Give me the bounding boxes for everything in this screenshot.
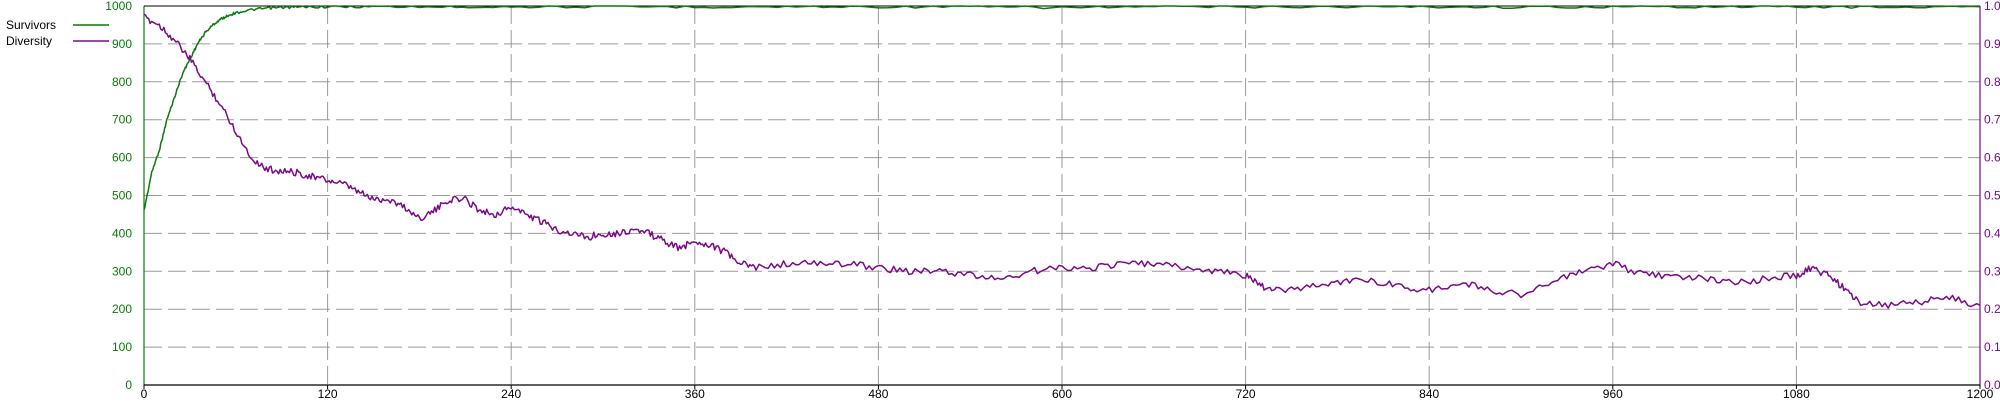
x-tick-label: 960 [1603,387,1623,400]
series-line-survivors [143,5,1981,211]
x-tick-label: 240 [501,387,521,400]
series-line-diversity [143,13,1981,309]
y-left-tick-label: 1000 [105,0,132,13]
y-right-tick-label: 1.00 [1984,0,2000,13]
y-left-tick-label: 100 [112,340,132,354]
x-tick-label: 1080 [1783,387,1810,400]
x-tick-label: 360 [685,387,705,400]
series-lines [143,5,1981,309]
legend-label-diversity: Diversity [6,34,52,48]
x-tick-label: 1200 [1967,387,1994,400]
y-left-tick-label: 900 [112,37,132,51]
y-left-tick-label: 400 [112,226,132,240]
legend: Survivors Diversity [6,18,109,48]
y-left-tick-label: 0 [125,378,132,392]
y-right-tick-label: 0.00 [1984,378,2000,392]
y-right-tick-label: 0.30 [1984,264,2000,278]
y-left-tick-label: 300 [112,264,132,278]
x-tick-label: 120 [318,387,338,400]
y-left-tick-label: 500 [112,189,132,203]
y-left-tick-label: 200 [112,302,132,316]
grid [144,6,1980,385]
x-tick-label: 600 [1052,387,1072,400]
y-right-tick-label: 0.70 [1984,113,2000,127]
x-tick-label: 840 [1419,387,1439,400]
legend-label-survivors: Survivors [6,18,56,32]
y-right-tick-label: 0.40 [1984,226,2000,240]
y-left-tick-label: 700 [112,113,132,127]
y-left-tick-label: 800 [112,75,132,89]
legend-item-diversity: Diversity [6,34,109,48]
y-right-tick-label: 0.20 [1984,302,2000,316]
y-right-tick-label: 0.50 [1984,189,2000,203]
legend-item-survivors: Survivors [6,18,109,32]
y-right-tick-label: 0.80 [1984,75,2000,89]
x-tick-label: 720 [1236,387,1256,400]
y-right-tick-label: 0.60 [1984,151,2000,165]
y-left-tick-label: 600 [112,151,132,165]
x-tick-label: 480 [868,387,888,400]
y-right-tick-label: 0.10 [1984,340,2000,354]
y-right-tick-label: 0.90 [1984,37,2000,51]
x-tick-label: 0 [141,387,148,400]
tick-labels: 0 120 240 360 480 600 720 840 960 1080 1200 0 100 200… [105,0,2000,401]
